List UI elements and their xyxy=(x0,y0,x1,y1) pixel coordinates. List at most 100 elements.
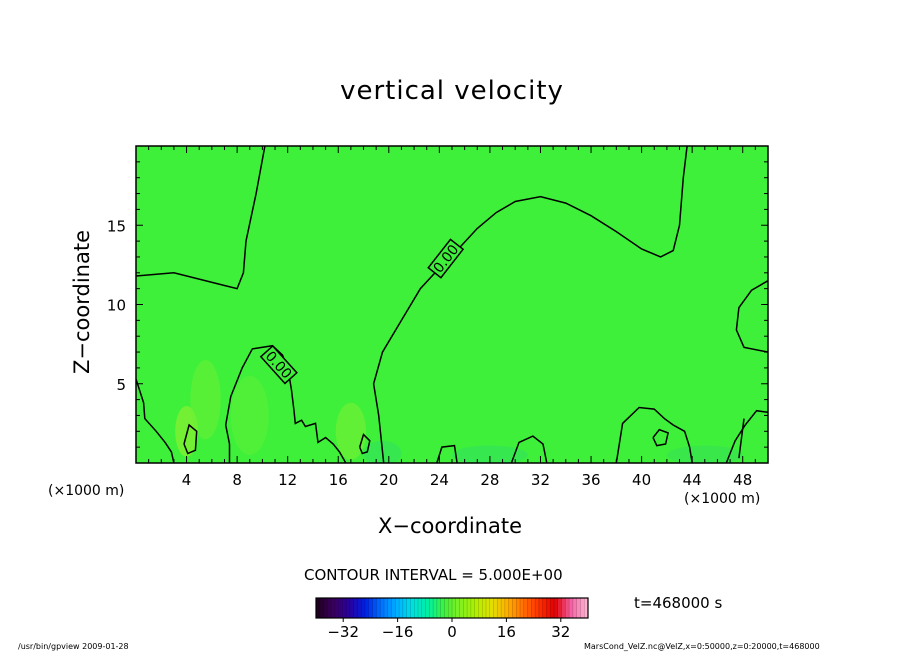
colorbar-cell xyxy=(421,598,427,618)
colorbar-cell xyxy=(444,598,449,618)
x-tick-label: 24 xyxy=(430,471,449,489)
colorbar-tick-label: 0 xyxy=(447,623,457,641)
field-anomaly xyxy=(230,375,269,456)
colorbar-cell xyxy=(497,598,502,618)
colorbar-cell xyxy=(569,598,574,618)
colorbar-cell xyxy=(482,598,487,618)
colorbar-cell xyxy=(474,598,479,618)
colorbar-cell xyxy=(508,598,513,618)
colorbar-cell xyxy=(561,598,566,618)
colorbar-cell xyxy=(376,598,381,618)
colorbar-cell xyxy=(402,598,408,618)
colorbar-cell xyxy=(406,598,411,618)
colorbar-cell xyxy=(535,598,540,618)
colorbar-cell xyxy=(520,598,525,618)
zero-contour xyxy=(436,444,458,463)
colorbar-cell xyxy=(565,598,570,618)
colorbar-cell xyxy=(323,598,328,618)
colorbar-cell xyxy=(459,598,464,618)
colorbar-cell xyxy=(436,598,442,618)
colorbar-cell xyxy=(557,598,563,618)
colorbar-cell xyxy=(478,598,483,618)
colorbar-cell xyxy=(467,598,472,618)
colorbar-tick-label: 32 xyxy=(551,623,570,641)
colorbar-cell xyxy=(455,598,461,618)
colorbar-cell xyxy=(440,598,445,618)
colorbar-tick-label: 16 xyxy=(497,623,516,641)
zero-contour xyxy=(136,146,266,290)
zero-contour xyxy=(136,378,175,463)
colorbar-cell xyxy=(319,598,325,618)
time-label: t=468000 s xyxy=(634,594,723,612)
colorbar-cell xyxy=(516,598,521,618)
colorbar-cell xyxy=(425,598,430,618)
colorbar-cell xyxy=(538,598,544,618)
zero-contour xyxy=(652,428,669,447)
contour-label-bg xyxy=(427,238,465,279)
contour-label-bg xyxy=(259,344,298,385)
field-anomaly xyxy=(666,445,743,463)
x-unit-label-right: (×1000 m) xyxy=(684,491,761,507)
colorbar-cell xyxy=(414,598,419,618)
colorbar-cell xyxy=(429,598,434,618)
colorbar-cell xyxy=(365,598,370,618)
colorbar-cell xyxy=(380,598,385,618)
colorbar-cell xyxy=(410,598,415,618)
colorbar-cell xyxy=(452,598,457,618)
colorbar-cell xyxy=(368,598,374,618)
colorbar-cell xyxy=(550,598,555,618)
x-axis-label: X−coordinate xyxy=(378,514,522,538)
colorbar-cell xyxy=(531,598,536,618)
colorbar-cell xyxy=(350,598,355,618)
colorbar-cell xyxy=(470,598,476,618)
colorbar-cell xyxy=(418,598,423,618)
colorbar-cell xyxy=(527,598,532,618)
x-tick-label: 28 xyxy=(480,471,499,489)
colorbar-cell xyxy=(463,598,468,618)
zero-contour xyxy=(615,406,693,463)
colorbar-cell xyxy=(372,598,377,618)
colorbar-cell xyxy=(523,598,529,618)
zero-contours: 0.000.00 xyxy=(136,146,768,463)
colorbar-cell xyxy=(391,598,396,618)
velocity-field xyxy=(136,146,768,463)
colorbar-cell xyxy=(399,598,404,618)
footer-left: /usr/bin/gpview 2009-01-28 xyxy=(18,642,129,651)
chart-title: vertical velocity xyxy=(340,76,564,106)
colorbar-cell xyxy=(327,598,332,618)
colorbar-cell xyxy=(433,598,438,618)
colorbar-cell xyxy=(331,598,336,618)
field-anomaly xyxy=(190,359,221,440)
colorbar-cell xyxy=(546,598,551,618)
colorbar: −32 −16 0 16 32 xyxy=(315,597,589,641)
x-tick-label: 48 xyxy=(733,471,752,489)
x-tick-label: 44 xyxy=(683,471,702,489)
x-tick-label: 4 xyxy=(182,471,192,489)
colorbar-cell xyxy=(338,598,343,618)
zero-contour xyxy=(725,409,768,463)
colorbar-cell xyxy=(493,598,498,618)
colorbar-cell xyxy=(572,598,578,618)
contour-interval-text: CONTOUR INTERVAL = 5.000E+00 xyxy=(304,566,563,584)
colorbar-cell xyxy=(448,598,453,618)
zero-contour xyxy=(372,146,688,463)
x-tick-label: 8 xyxy=(232,471,242,489)
colorbar-cell xyxy=(316,598,321,618)
colorbar-cell xyxy=(353,598,359,618)
x-tick-label: 12 xyxy=(278,471,297,489)
x-tick-label: 40 xyxy=(632,471,651,489)
x-unit-label: (×1000 m) xyxy=(48,483,125,499)
y-axis-label: Z−coordinate xyxy=(70,230,94,374)
colorbar-tick-label: −16 xyxy=(382,623,414,641)
colorbar-tick-label: −32 xyxy=(327,623,359,641)
y-tick-label: 10 xyxy=(107,297,126,315)
colorbar-cell xyxy=(387,598,393,618)
colorbar-cell xyxy=(580,598,585,618)
colorbar-cell xyxy=(542,598,547,618)
zero-contour xyxy=(735,280,768,353)
field-anomaly xyxy=(335,402,367,460)
x-tick-label: 32 xyxy=(531,471,550,489)
colorbar-cell xyxy=(489,598,495,618)
